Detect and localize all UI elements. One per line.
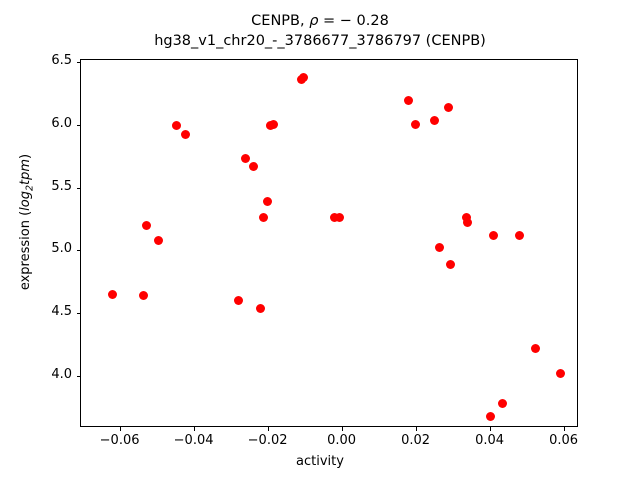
scatter-point — [180, 130, 190, 140]
x-tick-label: −0.04 — [173, 433, 214, 448]
scatter-point — [255, 303, 265, 313]
x-axis-label: activity — [296, 454, 344, 469]
scatter-point — [403, 95, 413, 105]
x-tick-label: 0.04 — [475, 433, 505, 448]
scatter-point — [514, 231, 524, 241]
y-tick-label: 6.5 — [51, 53, 72, 68]
scatter-point — [446, 259, 456, 269]
x-tick-mark — [193, 427, 195, 431]
scatter-point — [263, 196, 273, 206]
y-tick-label: 5.5 — [51, 178, 72, 194]
y-tick-label: 5.0 — [51, 241, 72, 257]
scatter-point — [248, 162, 258, 172]
scatter-point — [154, 235, 164, 245]
y-tick-mark — [76, 187, 80, 189]
x-tick-label: −0.02 — [247, 433, 288, 448]
x-tick-label: −0.06 — [99, 433, 140, 448]
scatter-point — [107, 289, 117, 299]
scatter-point — [463, 217, 473, 227]
chart-title: CENPB, ρ = − 0.28 hg38_v1_chr20_-_378667… — [0, 11, 640, 51]
x-tick-mark — [119, 427, 121, 431]
scatter-point — [172, 120, 182, 130]
scatter-point — [234, 295, 244, 305]
scatter-point — [141, 220, 151, 230]
scatter-point — [498, 398, 508, 408]
x-tick-mark — [563, 427, 565, 431]
scatter-point — [259, 213, 269, 223]
y-tick-mark — [76, 375, 80, 377]
y-tick-label: 4.5 — [51, 304, 72, 320]
scatter-point — [298, 73, 308, 83]
scatter-point — [489, 231, 499, 241]
x-tick-label: 0.02 — [401, 433, 431, 448]
y-tick-mark — [76, 313, 80, 315]
scatter-point — [555, 369, 565, 379]
x-tick-mark — [341, 427, 343, 431]
scatter-point — [486, 412, 496, 422]
scatter-point — [269, 119, 279, 129]
chart-title-line-1: CENPB, ρ = − 0.28 — [251, 13, 389, 29]
scatter-point — [334, 213, 344, 223]
y-axis-label: expression (log2tpm) — [18, 153, 36, 291]
scatter-point — [241, 153, 251, 163]
y-tick-label: 4.0 — [51, 366, 72, 382]
x-tick-label: 0.06 — [549, 433, 579, 448]
y-axis-label-wrapper: expression (log2tpm) — [14, 52, 36, 392]
chart-title-line-2: hg38_v1_chr20_-_3786677_3786797 (CENPB) — [154, 33, 486, 49]
y-tick-mark — [76, 124, 80, 126]
scatter-point — [429, 116, 439, 126]
y-tick-mark — [76, 62, 80, 63]
scatter-point — [444, 102, 454, 112]
plot-axes-frame — [80, 59, 578, 427]
scatter-point — [139, 291, 149, 301]
plot-data-area — [81, 60, 577, 426]
scatter-point — [530, 343, 540, 353]
y-tick-mark — [76, 250, 80, 252]
scatter-point — [410, 119, 420, 129]
x-tick-label: 0.00 — [327, 433, 357, 448]
x-tick-mark — [267, 427, 269, 431]
x-tick-mark — [489, 427, 491, 431]
x-tick-mark — [415, 427, 417, 431]
scatter-point — [435, 243, 445, 253]
y-tick-label: 6.0 — [51, 115, 72, 131]
